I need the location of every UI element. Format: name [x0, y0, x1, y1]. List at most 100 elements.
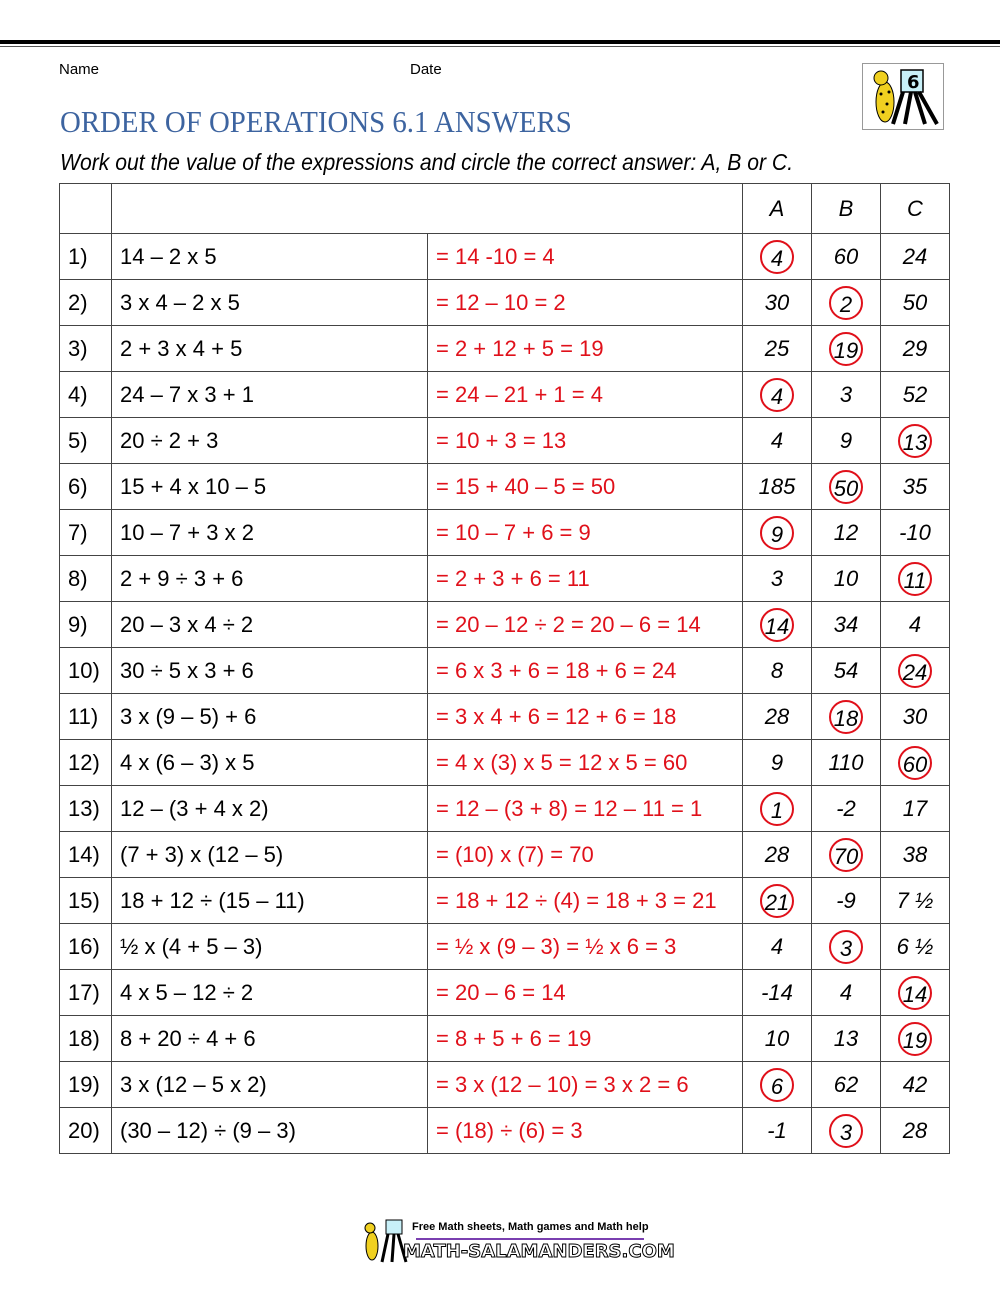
option-a[interactable]: 28: [742, 693, 812, 740]
expression: 3 x (9 – 5) + 6: [111, 693, 428, 740]
option-a[interactable]: 4: [742, 371, 812, 418]
working: = 14 -10 = 4: [427, 233, 743, 280]
option-c[interactable]: 28: [880, 1107, 950, 1154]
option-a[interactable]: 14: [742, 601, 812, 648]
option-c[interactable]: 60: [880, 739, 950, 786]
option-value: 3: [839, 381, 853, 407]
option-b[interactable]: 13: [811, 1015, 881, 1062]
working: = (10) x (7) = 70: [427, 831, 743, 878]
option-b[interactable]: -2: [811, 785, 881, 832]
expression: 10 – 7 + 3 x 2: [111, 509, 428, 556]
option-a[interactable]: 8: [742, 647, 812, 694]
option-c[interactable]: 11: [880, 555, 950, 602]
table-row: 3) 2 + 3 x 4 + 5 = 2 + 12 + 5 = 19 25 19 29: [59, 325, 950, 372]
question-number: 3): [59, 325, 112, 372]
circled-answer: 4: [760, 377, 794, 412]
working: = 18 + 12 ÷ (4) = 18 + 3 = 21: [427, 877, 743, 924]
option-c[interactable]: 50: [880, 279, 950, 326]
option-a[interactable]: 21: [742, 877, 812, 924]
option-c[interactable]: 38: [880, 831, 950, 878]
option-a[interactable]: 6: [742, 1061, 812, 1108]
option-value: 30: [902, 703, 928, 729]
option-b[interactable]: 54: [811, 647, 881, 694]
option-b[interactable]: 3: [811, 371, 881, 418]
question-number: 9): [59, 601, 112, 648]
question-number: 19): [59, 1061, 112, 1108]
option-b[interactable]: 34: [811, 601, 881, 648]
option-a[interactable]: 3: [742, 555, 812, 602]
circled-answer: 18: [829, 699, 863, 734]
option-c[interactable]: 24: [880, 647, 950, 694]
question-number: 11): [59, 693, 112, 740]
option-b[interactable]: 10: [811, 555, 881, 602]
option-c[interactable]: 52: [880, 371, 950, 418]
circled-answer: 60: [898, 745, 932, 780]
option-a[interactable]: -1: [742, 1107, 812, 1154]
circled-answer: 19: [898, 1021, 932, 1056]
working: = (18) ÷ (6) = 3: [427, 1107, 743, 1154]
option-b[interactable]: 9: [811, 417, 881, 464]
option-b[interactable]: -9: [811, 877, 881, 924]
working: = 3 x (12 – 10) = 3 x 2 = 6: [427, 1061, 743, 1108]
option-c[interactable]: 14: [880, 969, 950, 1016]
option-b[interactable]: 2: [811, 279, 881, 326]
option-c[interactable]: 30: [880, 693, 950, 740]
question-number: 7): [59, 509, 112, 556]
working: = 12 – 10 = 2: [427, 279, 743, 326]
option-b[interactable]: 3: [811, 923, 881, 970]
table-row: 13) 12 – (3 + 4 x 2) = 12 – (3 + 8) = 12 –…: [59, 785, 950, 832]
option-a[interactable]: 4: [742, 923, 812, 970]
option-b[interactable]: 110: [811, 739, 881, 786]
option-a[interactable]: 4: [742, 233, 812, 280]
question-number: 17): [59, 969, 112, 1016]
header-a: A: [742, 183, 812, 234]
option-a[interactable]: 1: [742, 785, 812, 832]
expression: 2 + 9 ÷ 3 + 6: [111, 555, 428, 602]
option-c[interactable]: -10: [880, 509, 950, 556]
question-number: 14): [59, 831, 112, 878]
question-number: 13): [59, 785, 112, 832]
option-b[interactable]: 62: [811, 1061, 881, 1108]
option-a[interactable]: -14: [742, 969, 812, 1016]
circled-answer: 4: [760, 239, 794, 274]
option-c[interactable]: 13: [880, 417, 950, 464]
question-number: 2): [59, 279, 112, 326]
option-c[interactable]: 42: [880, 1061, 950, 1108]
expression: 4 x (6 – 3) x 5: [111, 739, 428, 786]
option-c[interactable]: 6 ½: [880, 923, 950, 970]
option-b[interactable]: 12: [811, 509, 881, 556]
question-number: 6): [59, 463, 112, 510]
option-value: -10: [899, 519, 931, 545]
option-a[interactable]: 25: [742, 325, 812, 372]
option-a[interactable]: 28: [742, 831, 812, 878]
option-a[interactable]: 30: [742, 279, 812, 326]
option-b[interactable]: 70: [811, 831, 881, 878]
option-b[interactable]: 18: [811, 693, 881, 740]
option-b[interactable]: 19: [811, 325, 881, 372]
option-c[interactable]: 19: [880, 1015, 950, 1062]
option-a[interactable]: 185: [742, 463, 812, 510]
option-a[interactable]: 9: [742, 509, 812, 556]
option-a[interactable]: 9: [742, 739, 812, 786]
option-b[interactable]: 4: [811, 969, 881, 1016]
option-c[interactable]: 7 ½: [880, 877, 950, 924]
table-row: 19) 3 x (12 – 5 x 2) = 3 x (12 – 10) = 3 x…: [59, 1061, 950, 1108]
header-expression: [111, 183, 743, 234]
option-b[interactable]: 60: [811, 233, 881, 280]
option-c[interactable]: 35: [880, 463, 950, 510]
option-c[interactable]: 29: [880, 325, 950, 372]
working: = 4 x (3) x 5 = 12 x 5 = 60: [427, 739, 743, 786]
option-a[interactable]: 4: [742, 417, 812, 464]
option-a[interactable]: 10: [742, 1015, 812, 1062]
option-c[interactable]: 4: [880, 601, 950, 648]
name-label: Name: [59, 61, 100, 78]
option-value: 110: [828, 749, 864, 775]
working: = 20 – 6 = 14: [427, 969, 743, 1016]
option-b[interactable]: 50: [811, 463, 881, 510]
option-c[interactable]: 17: [880, 785, 950, 832]
working: = 12 – (3 + 8) = 12 – 11 = 1: [427, 785, 743, 832]
option-c[interactable]: 24: [880, 233, 950, 280]
expression: (30 – 12) ÷ (9 – 3): [111, 1107, 428, 1154]
expression: 12 – (3 + 4 x 2): [111, 785, 428, 832]
option-b[interactable]: 3: [811, 1107, 881, 1154]
